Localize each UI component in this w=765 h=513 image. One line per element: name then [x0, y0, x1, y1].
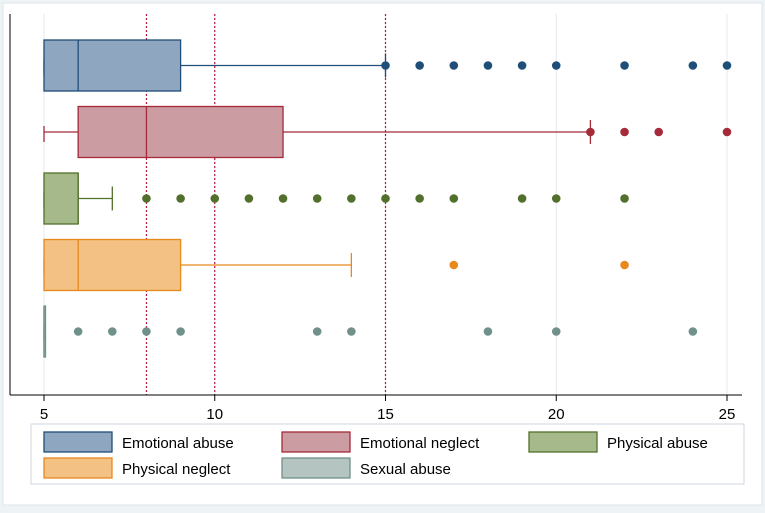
outlier-point-emotional-abuse-16 [415, 61, 424, 70]
legend-swatch-sexual-abuse [281, 457, 351, 479]
box-emotional-neglect [43, 105, 732, 159]
x-tick-label-20: 20 [548, 406, 565, 423]
outlier-point-sexual-abuse-20 [551, 327, 561, 336]
legend-label-physical-neglect: Physical neglect [122, 461, 231, 478]
outlier-point-sexual-abuse-6 [73, 327, 83, 336]
outlier-point-emotional-abuse-17 [449, 61, 459, 70]
outlier-point-physical-abuse-19 [517, 194, 527, 203]
legend-label-emotional-abuse: Emotional abuse [122, 435, 234, 452]
box-physical-abuse [43, 172, 629, 225]
outlier-point-sexual-abuse-24 [688, 327, 698, 336]
outlier-point-emotional-abuse-24 [688, 61, 698, 70]
x-tick-label-10: 10 [206, 406, 223, 423]
legend-label-physical-abuse: Physical abuse [607, 435, 708, 452]
outlier-point-emotional-abuse-22 [620, 61, 629, 70]
box-emotional-abuse [43, 39, 732, 92]
x-tick-label-25: 25 [719, 406, 736, 423]
outlier-point-physical-abuse-16 [415, 194, 424, 203]
legend-frame [30, 423, 745, 485]
legend-swatch-emotional-neglect [281, 431, 351, 453]
iqr-box-physical-neglect [43, 238, 182, 292]
x-tick-label-15: 15 [377, 406, 394, 423]
outlier-point-physical-abuse-15 [381, 194, 390, 203]
outlier-point-emotional-neglect-22 [620, 127, 629, 137]
box-sexual-abuse [43, 305, 698, 358]
box-physical-neglect [43, 238, 629, 292]
outlier-point-physical-abuse-8 [142, 194, 151, 203]
axes: 5 10 15 20 25 [9, 14, 742, 423]
iqr-box-emotional-neglect [77, 105, 284, 159]
outlier-point-physical-abuse-20 [551, 194, 561, 203]
x-tick-label-5: 5 [40, 406, 48, 423]
outlier-point-physical-neglect-17 [449, 260, 459, 270]
legend: Emotional abuse Emotional neglect Physical… [30, 423, 745, 485]
outlier-point-sexual-abuse-14 [347, 327, 356, 336]
iqr-box-physical-abuse [43, 172, 79, 225]
outlier-point-emotional-neglect-21 [586, 127, 595, 137]
outlier-point-physical-abuse-22 [620, 194, 629, 203]
outlier-point-physical-abuse-17 [449, 194, 459, 203]
outlier-point-emotional-neglect-23 [654, 127, 663, 137]
legend-swatch-physical-neglect [43, 457, 113, 479]
outlier-point-emotional-abuse-25 [722, 61, 732, 70]
iqr-box-emotional-abuse [43, 39, 182, 92]
outlier-point-emotional-abuse-20 [551, 61, 561, 70]
outlier-point-sexual-abuse-7 [108, 327, 117, 336]
boxes [43, 39, 732, 358]
outlier-point-physical-abuse-14 [347, 194, 356, 203]
outlier-point-physical-abuse-12 [278, 194, 288, 203]
outlier-point-physical-abuse-10 [210, 194, 220, 203]
outlier-point-physical-abuse-13 [312, 194, 322, 203]
outlier-point-physical-neglect-22 [620, 260, 629, 270]
outlier-point-sexual-abuse-8 [142, 327, 151, 336]
legend-label-emotional-neglect: Emotional neglect [360, 435, 480, 452]
legend-swatch-physical-abuse [528, 431, 598, 453]
legend-swatch-emotional-abuse [43, 431, 113, 453]
outlier-point-sexual-abuse-18 [483, 327, 493, 336]
outlier-point-physical-abuse-11 [244, 194, 254, 203]
outlier-point-sexual-abuse-13 [312, 327, 322, 336]
outlier-point-physical-abuse-9 [176, 194, 185, 203]
outlier-point-emotional-abuse-18 [483, 61, 493, 70]
outlier-point-sexual-abuse-9 [176, 327, 185, 336]
outlier-point-emotional-neglect-25 [722, 127, 732, 137]
legend-label-sexual-abuse: Sexual abuse [360, 461, 451, 478]
outlier-point-emotional-abuse-19 [517, 61, 527, 70]
outlier-point-emotional-abuse-15 [381, 61, 390, 70]
